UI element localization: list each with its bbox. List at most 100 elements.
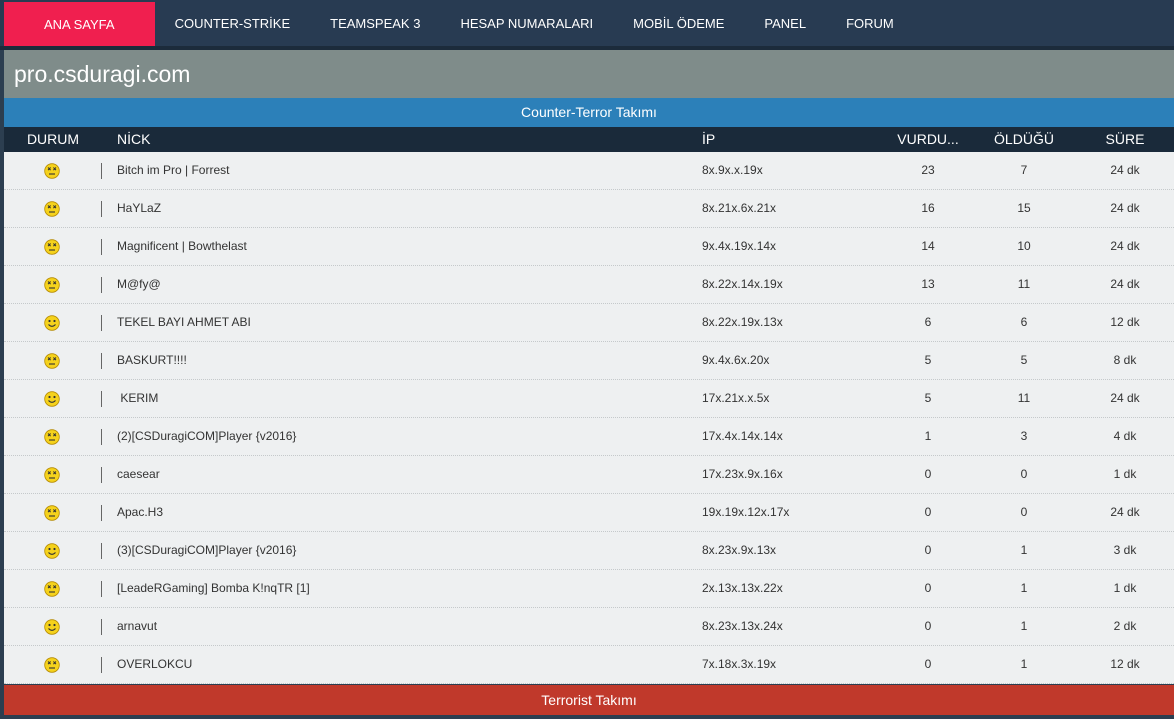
- cell-kills: 6: [924, 315, 932, 329]
- divider: [101, 543, 102, 559]
- cell-nick: (2)[CSDuragiCOM]Player {v2016}: [117, 429, 297, 443]
- cell-kills: 1: [924, 429, 932, 443]
- cell-kills: 0: [924, 619, 932, 633]
- divider: [101, 201, 102, 217]
- cell-kills: 0: [924, 657, 932, 671]
- cell-nick: HaYLaZ: [117, 201, 162, 215]
- cell-deaths: 1: [1020, 581, 1028, 595]
- column-header: NİCK: [117, 131, 151, 147]
- cell-ip: 8x.21x.6x.21x: [702, 201, 777, 215]
- dead-icon: [44, 429, 60, 445]
- table-header: DURUM NİCK İP VURDU... ÖLDÜĞÜ SÜRE: [4, 127, 1174, 152]
- cell-ip: 8x.23x.9x.13x: [702, 543, 777, 557]
- cell-ip: 2x.13x.13x.22x: [702, 581, 783, 595]
- nav-link[interactable]: FORUM: [846, 15, 894, 31]
- nav-link[interactable]: ANA SAYFA: [4, 2, 155, 46]
- player-row: BASKURT!!!! 9x.4x.6x.20x 5 5 8 dk: [4, 342, 1174, 380]
- column-header: DURUM: [26, 131, 80, 147]
- player-row: caesear 17x.23x.9x.16x 0 0 1 dk: [4, 456, 1174, 494]
- divider: [101, 239, 102, 255]
- cell-kills: 16: [921, 201, 935, 215]
- player-row: HaYLaZ 8x.21x.6x.21x 16 15 24 dk: [4, 190, 1174, 228]
- cell-ip: 17x.23x.9x.16x: [702, 467, 783, 481]
- divider: [101, 505, 102, 521]
- player-row: M@fy@ 8x.22x.14x.19x 13 11 24 dk: [4, 266, 1174, 304]
- cell-nick: Magnificent | Bowthelast: [117, 239, 247, 253]
- cell-nick: caesear: [117, 467, 160, 481]
- alive-icon: [44, 315, 60, 331]
- player-row: Apac.H3 19x.19x.12x.17x 0 0 24 dk: [4, 494, 1174, 532]
- cell-deaths: 10: [1017, 239, 1031, 253]
- cell-kills: 0: [924, 543, 932, 557]
- cell-deaths: 1: [1020, 619, 1028, 633]
- alive-icon: [44, 543, 60, 559]
- divider: [101, 429, 102, 445]
- divider: [101, 391, 102, 407]
- column-header: İP: [702, 131, 716, 147]
- cell-kills: 14: [921, 239, 935, 253]
- nav-separator: [0, 46, 1174, 50]
- cell-deaths: 6: [1020, 315, 1028, 329]
- cell-time: 1 dk: [1113, 581, 1137, 595]
- cell-kills: 23: [921, 163, 935, 177]
- nav-link[interactable]: COUNTER-STRİKE: [174, 15, 291, 31]
- divider: [101, 619, 102, 635]
- player-row: (2)[CSDuragiCOM]Player {v2016} 17x.4x.14x…: [4, 418, 1174, 456]
- nav-link[interactable]: TEAMSPEAK 3: [330, 15, 421, 31]
- nav-link[interactable]: MOBİL ÖDEME: [633, 15, 725, 31]
- cell-deaths: 7: [1020, 163, 1028, 177]
- cell-deaths: 1: [1020, 657, 1028, 671]
- cell-kills: 5: [924, 391, 932, 405]
- player-row: TEKEL BAYI AHMET ABI 8x.22x.19x.13x 6 6 12 d…: [4, 304, 1174, 342]
- player-row: KERIM 17x.21x.x.5x 5 11 24 dk: [4, 380, 1174, 418]
- dead-icon: [44, 467, 60, 483]
- cell-nick: BASKURT!!!!: [117, 353, 187, 367]
- alive-icon: [44, 391, 60, 407]
- cell-nick: Bitch im Pro | Forrest: [117, 163, 230, 177]
- dead-icon: [44, 201, 60, 217]
- divider: [101, 581, 102, 597]
- cell-deaths: 1: [1020, 543, 1028, 557]
- cell-time: 24 dk: [1110, 201, 1140, 215]
- divider: [101, 353, 102, 369]
- team-header: Counter-Terror Takımı: [4, 98, 1174, 127]
- divider: [101, 277, 102, 293]
- cell-ip: 9x.4x.6x.20x: [702, 353, 770, 367]
- cell-ip: 8x.22x.19x.13x: [702, 315, 783, 329]
- cell-time: 24 dk: [1110, 391, 1140, 405]
- cell-ip: 8x.22x.14x.19x: [702, 277, 783, 291]
- cell-time: 1 dk: [1113, 467, 1137, 481]
- cell-deaths: 0: [1020, 467, 1028, 481]
- nav-link[interactable]: PANEL: [764, 15, 807, 31]
- team-header: Terrorist Takımı: [4, 685, 1174, 715]
- cell-time: 24 dk: [1110, 163, 1140, 177]
- player-row: [LeadeRGaming] Bomba K!nqTR [1] 2x.13x.13…: [4, 570, 1174, 608]
- divider: [101, 467, 102, 483]
- column-header: SÜRE: [1105, 131, 1145, 147]
- dead-icon: [44, 505, 60, 521]
- cell-ip: 7x.18x.3x.19x: [702, 657, 777, 671]
- cell-time: 24 dk: [1110, 239, 1140, 253]
- cell-time: 12 dk: [1110, 657, 1140, 671]
- dead-icon: [44, 277, 60, 293]
- player-row: Bitch im Pro | Forrest 8x.9x.x.19x 23 7 24 d…: [4, 152, 1174, 190]
- player-row: arnavut 8x.23x.13x.24x 0 1 2 dk: [4, 608, 1174, 646]
- cell-ip: 8x.9x.x.19x: [702, 163, 763, 177]
- nav-link[interactable]: HESAP NUMARALARI: [460, 15, 594, 31]
- nav-bar: ANA SAYFA COUNTER-STRİKE TEAMSPEAK 3 HESAP …: [0, 0, 1174, 46]
- cell-kills: 13: [921, 277, 935, 291]
- cell-nick: OVERLOKCU: [117, 657, 193, 671]
- cell-deaths: 3: [1020, 429, 1028, 443]
- site-title: pro.csduragi.com: [4, 50, 1174, 98]
- player-row: OVERLOKCU 7x.18x.3x.19x 0 1 12 dk: [4, 646, 1174, 684]
- cell-kills: 0: [924, 505, 932, 519]
- divider: [101, 657, 102, 673]
- cell-deaths: 11: [1017, 277, 1031, 291]
- dead-icon: [44, 657, 60, 673]
- cell-deaths: 11: [1017, 391, 1031, 405]
- dead-icon: [44, 239, 60, 255]
- alive-icon: [44, 619, 60, 635]
- cell-ip: 19x.19x.12x.17x: [702, 505, 790, 519]
- cell-kills: 0: [924, 581, 932, 595]
